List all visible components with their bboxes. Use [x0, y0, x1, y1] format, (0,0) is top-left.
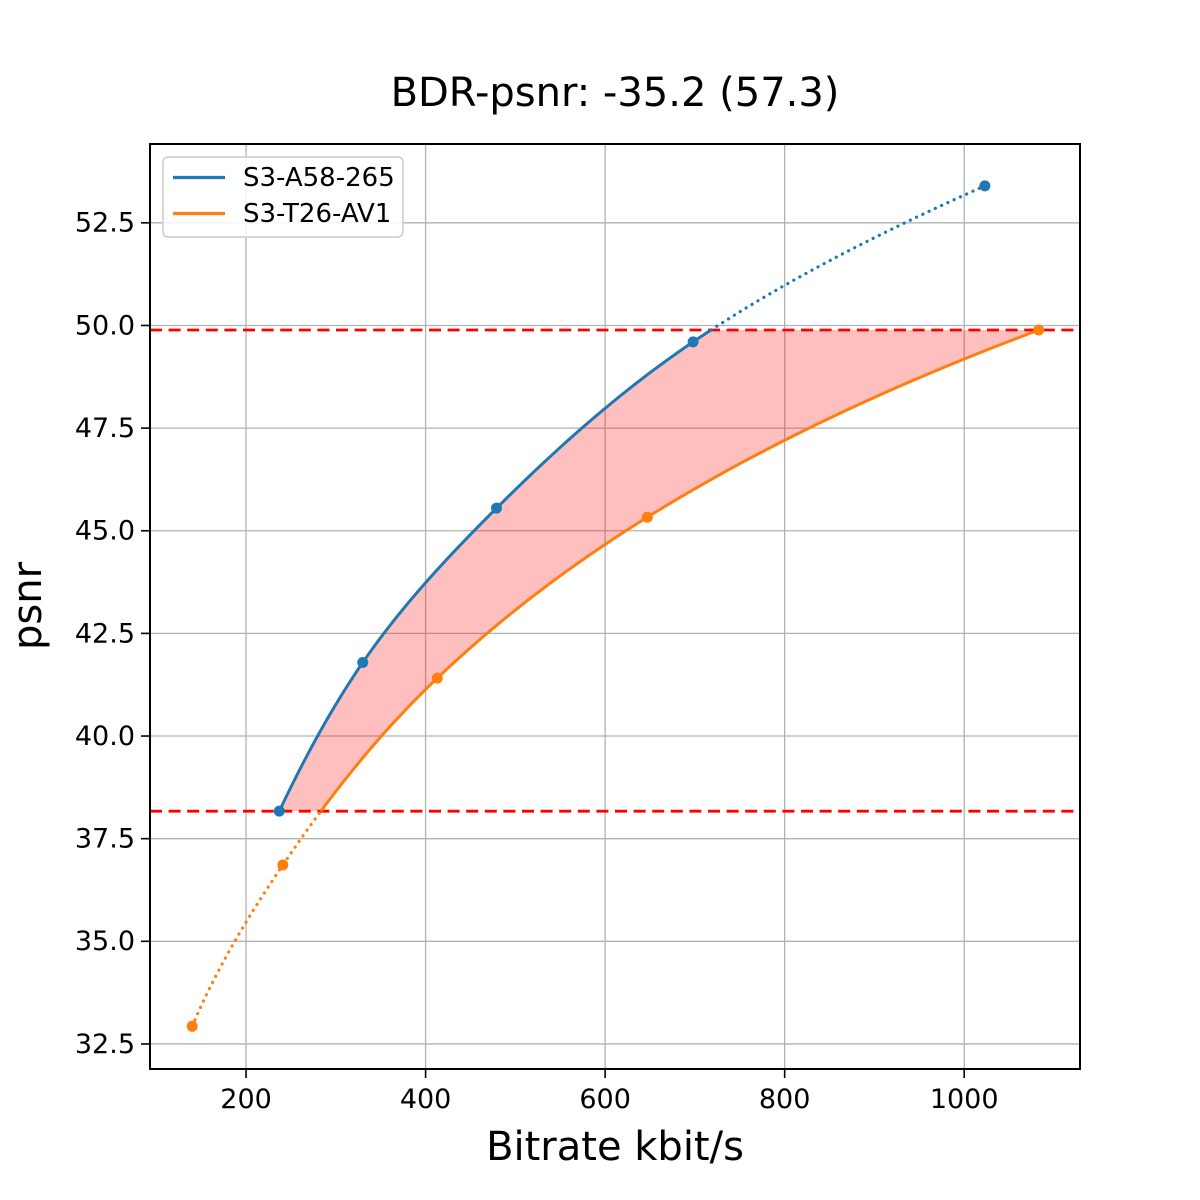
series-S3-T26-AV1-data-point: [277, 859, 289, 871]
series-S3-T26-AV1-dotted-line: [190, 809, 323, 1028]
y-tick-label: 50.0: [75, 310, 135, 341]
y-tick-label: 35.0: [75, 926, 135, 957]
x-tick-label: 1000: [930, 1084, 999, 1115]
bd-gap-fill: [279, 329, 1039, 812]
series-S3-T26-AV1-data-point: [641, 511, 653, 523]
y-tick-label: 47.5: [75, 413, 135, 444]
legend-label-S3-T26-AV1: S3-T26-AV1: [243, 199, 391, 229]
y-axis-label: psnr: [5, 561, 51, 651]
x-axis-label: Bitrate kbit/s: [486, 1124, 744, 1170]
x-tick-label: 200: [220, 1084, 272, 1115]
plot-border: [149, 143, 1081, 1070]
series-S3-T26-AV1-data-point: [186, 1020, 198, 1032]
series-S3-T26-AV1-data-point: [431, 672, 443, 684]
series-S3-A58-265-data-point: [979, 180, 991, 192]
y-tick-label: 52.5: [75, 208, 135, 239]
series-S3-A58-265-data-point: [273, 805, 285, 817]
y-tick-label: 45.0: [75, 516, 135, 547]
series-S3-T26-AV1-line: [319, 328, 1040, 813]
series-S3-A58-265-data-point: [687, 336, 699, 348]
x-tick-label: 800: [759, 1084, 811, 1115]
x-tick-label: 600: [579, 1084, 631, 1115]
y-tick-label: 37.5: [75, 824, 135, 855]
y-tick-label: 32.5: [75, 1029, 135, 1060]
chart-title: BDR-psnr: -35.2 (57.3): [390, 70, 840, 116]
series-S3-A58-265-data-point: [357, 657, 369, 669]
legend-label-S3-A58-265: S3-A58-265: [243, 163, 395, 193]
series-S3-T26-AV1-data-point: [1033, 324, 1045, 336]
y-tick-label: 42.5: [75, 618, 135, 649]
x-tick-label: 400: [400, 1084, 452, 1115]
series-S3-A58-265-dotted-line: [709, 184, 987, 332]
series-S3-A58-265-line: [277, 328, 712, 812]
y-tick-label: 40.0: [75, 721, 135, 752]
series-S3-A58-265-data-point: [491, 502, 503, 514]
